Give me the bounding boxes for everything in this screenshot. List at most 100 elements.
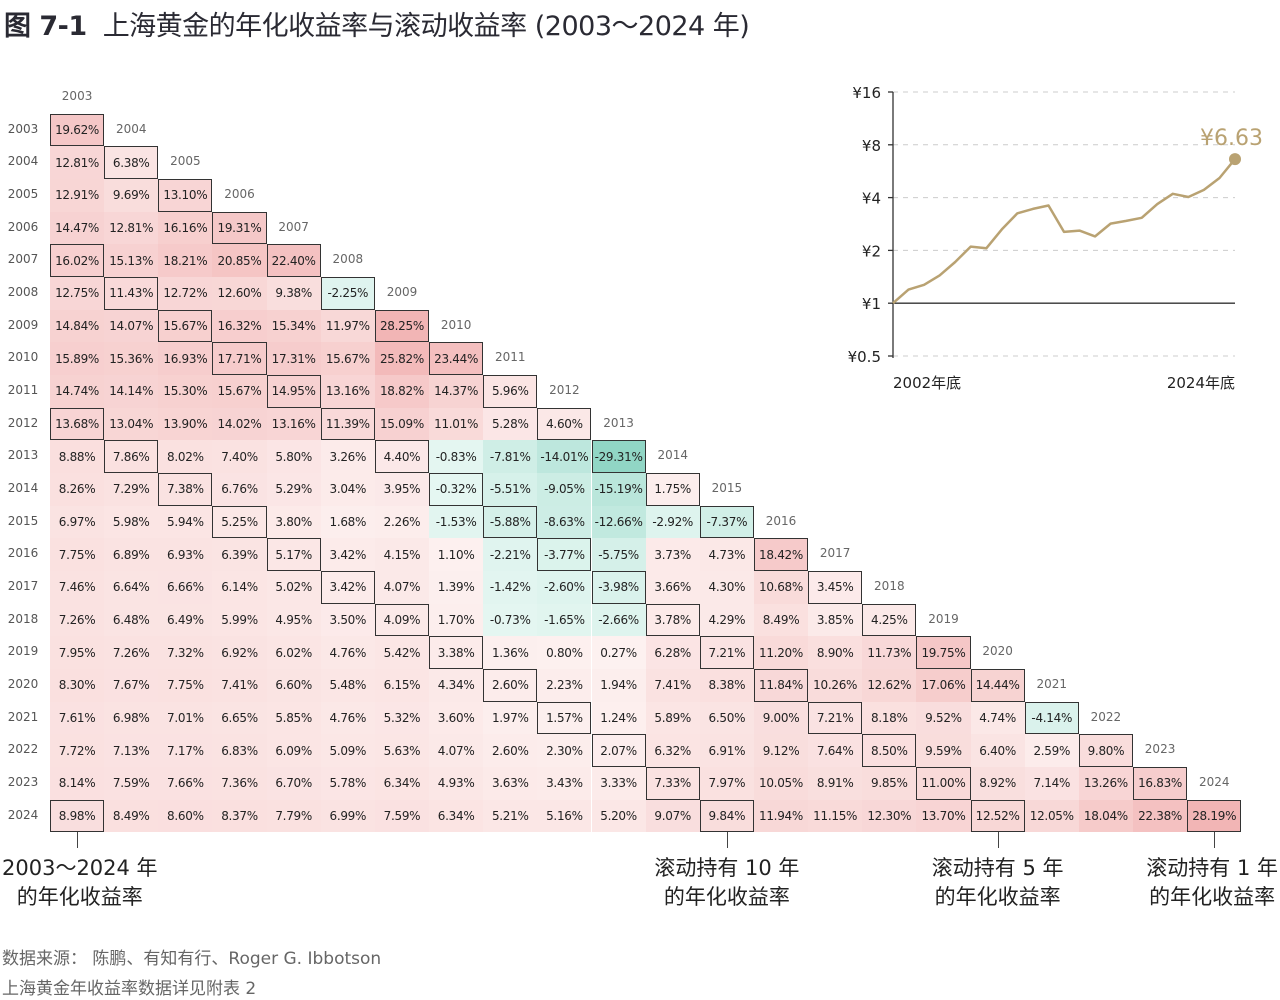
annotation-pointer <box>726 832 728 849</box>
heatmap-cell-2003-2007: 16.02% <box>50 244 105 278</box>
heatmap-cell-2014-2016: 3.73% <box>645 538 700 572</box>
heatmap-cell-2003-2016: 7.75% <box>50 538 105 572</box>
heatmap-cell-2004-2016: 6.89% <box>104 538 159 572</box>
heatmap-cell-2019-2024: 13.70% <box>916 799 971 833</box>
heatmap-cell-2007-2014: 5.29% <box>266 473 321 506</box>
row-label-2014: 2014 <box>7 481 39 496</box>
column-label-2011: 2011 <box>494 350 526 365</box>
column-label-2021: 2021 <box>1036 677 1068 692</box>
heatmap-cell-2017-2021: 7.21% <box>808 701 863 735</box>
row-label-2004: 2004 <box>7 154 39 169</box>
heatmap-cell-2005-2007: 18.21% <box>158 244 213 278</box>
heatmap-cell-2003-2020: 8.30% <box>50 669 105 702</box>
column-label-2023: 2023 <box>1144 742 1176 757</box>
heatmap-cell-2003-2011: 14.74% <box>50 375 105 408</box>
column-label-2016: 2016 <box>765 513 797 528</box>
heatmap-cell-2004-2006: 12.81% <box>104 211 159 245</box>
heatmap-cell-2013-2013: -29.31% <box>591 440 646 474</box>
heatmap-cell-2007-2024: 7.79% <box>266 799 321 833</box>
heatmap-cell-2005-2009: 15.67% <box>158 309 213 343</box>
heatmap-cell-2019-2020: 17.06% <box>916 669 971 702</box>
heatmap-cell-2003-2019: 7.95% <box>50 636 105 670</box>
heatmap-cell-2008-2017: 3.42% <box>320 571 375 604</box>
heatmap-cell-2009-2018: 4.09% <box>374 603 430 637</box>
heatmap-cell-2019-2021: 9.52% <box>916 701 971 735</box>
row-label-2017: 2017 <box>7 579 39 594</box>
heatmap-cell-2007-2010: 17.31% <box>266 342 321 376</box>
column-label-2007: 2007 <box>278 219 309 234</box>
heatmap-cell-2016-2017: 10.68% <box>753 571 809 604</box>
column-label-2020: 2020 <box>982 644 1013 659</box>
row-label-2019: 2019 <box>7 644 39 659</box>
heatmap-cell-2022-2022: 9.80% <box>1078 734 1133 768</box>
heatmap-cell-2003-2012: 13.68% <box>50 407 105 441</box>
annotation-line: 的年化收益率 <box>663 885 790 910</box>
heatmap-cell-2007-2008: 9.38% <box>266 277 321 310</box>
heatmap-cell-2009-2013: 4.40% <box>374 440 430 474</box>
heatmap-cell-2005-2012: 13.90% <box>158 407 213 441</box>
heatmap-cell-2011-2011: 5.96% <box>483 375 538 408</box>
heatmap-cell-2015-2019: 7.21% <box>699 636 754 670</box>
annotation-line: 2003～2024 年 <box>2 856 158 881</box>
heatmap-cell-2010-2011: 14.37% <box>429 375 484 408</box>
heatmap-cell-2018-2024: 12.30% <box>862 799 917 833</box>
heatmap-cell-2017-2017: 3.45% <box>808 571 863 604</box>
heatmap-cell-2003-2017: 7.46% <box>50 571 105 604</box>
heatmap-cell-2005-2023: 7.66% <box>158 767 213 800</box>
heatmap-cell-2006-2018: 5.99% <box>212 603 267 637</box>
heatmap-cell-2009-2015: 2.26% <box>374 505 430 539</box>
column-label-2008: 2008 <box>332 252 364 267</box>
heatmap-cell-2003-2013: 8.88% <box>50 440 105 474</box>
heatmap-cell-2009-2010: 25.82% <box>374 342 430 376</box>
heatmap-cell-2013-2019: 0.27% <box>591 636 646 670</box>
heatmap-cell-2017-2022: 7.64% <box>808 734 863 768</box>
annotation-label: 滚动持有 1 年的年化收益率 <box>1146 854 1278 912</box>
heatmap-cell-2018-2019: 11.73% <box>862 636 917 670</box>
row-label-2011: 2011 <box>7 383 39 398</box>
heatmap-cell-2006-2007: 20.85% <box>212 244 267 278</box>
heatmap-cell-2003-2024: 8.98% <box>50 799 105 833</box>
heatmap-cell-2003-2005: 12.91% <box>50 179 105 212</box>
heatmap-cell-2012-2016: -3.77% <box>537 538 592 572</box>
heatmap-cell-2003-2022: 7.72% <box>50 734 105 768</box>
heatmap-cell-2023-2023: 16.83% <box>1133 767 1188 800</box>
heatmap-cell-2004-2020: 7.67% <box>104 669 159 702</box>
heatmap-cell-2020-2021: 4.74% <box>970 701 1025 735</box>
heatmap-cell-2006-2011: 15.67% <box>212 375 267 408</box>
heatmap-cell-2016-2018: 8.49% <box>753 603 809 637</box>
heatmap-cell-2011-2012: 5.28% <box>483 407 538 441</box>
heatmap-cell-2007-2018: 4.95% <box>266 603 321 637</box>
heatmap-cell-2015-2024: 9.84% <box>699 799 754 833</box>
heatmap-cell-2007-2012: 13.16% <box>266 407 321 441</box>
heatmap-cell-2006-2024: 8.37% <box>212 799 267 833</box>
heatmap-cell-2015-2015: -7.37% <box>699 505 754 539</box>
heatmap-cell-2023-2024: 22.38% <box>1133 799 1188 833</box>
heatmap-cell-2020-2020: 14.44% <box>970 669 1025 702</box>
heatmap-cell-2018-2021: 8.18% <box>862 701 917 735</box>
heatmap-cell-2012-2017: -2.60% <box>537 571 592 604</box>
heatmap-cell-2013-2017: -3.98% <box>591 571 646 604</box>
heatmap-cell-2011-2014: -5.51% <box>483 473 538 506</box>
row-label-2008: 2008 <box>7 285 39 300</box>
y-tick-label: ¥1 <box>862 295 881 313</box>
heatmap-cell-2006-2006: 19.31% <box>212 211 267 245</box>
heatmap-cell-2016-2016: 18.42% <box>753 538 809 572</box>
y-tick-label: ¥2 <box>862 242 881 260</box>
appendix-note: 上海黄金年收益率数据详见附表 2 <box>2 979 257 999</box>
heatmap-cell-2016-2019: 11.20% <box>753 636 809 670</box>
heatmap-cell-2003-2014: 8.26% <box>50 473 105 506</box>
figure-number: 图 7-1 <box>4 11 87 42</box>
heatmap-cell-2013-2023: 3.33% <box>591 767 646 800</box>
x-label-start: 2002年底 <box>893 374 961 392</box>
heatmap-cell-2004-2011: 14.14% <box>104 375 159 408</box>
row-label-2010: 2010 <box>7 350 39 365</box>
annotation-label: 2003～2024 年的年化收益率 <box>2 854 158 912</box>
heatmap-cell-2003-2010: 15.89% <box>50 342 105 376</box>
heatmap-cell-2005-2015: 5.94% <box>158 505 213 539</box>
heatmap-cell-2011-2015: -5.88% <box>483 505 538 539</box>
heatmap-cell-2015-2018: 4.29% <box>699 603 754 637</box>
row-label-2015: 2015 <box>7 513 39 528</box>
row-label-2018: 2018 <box>7 611 39 626</box>
column-label-2010: 2010 <box>440 317 472 332</box>
heatmap-cell-2007-2017: 5.02% <box>266 571 321 604</box>
